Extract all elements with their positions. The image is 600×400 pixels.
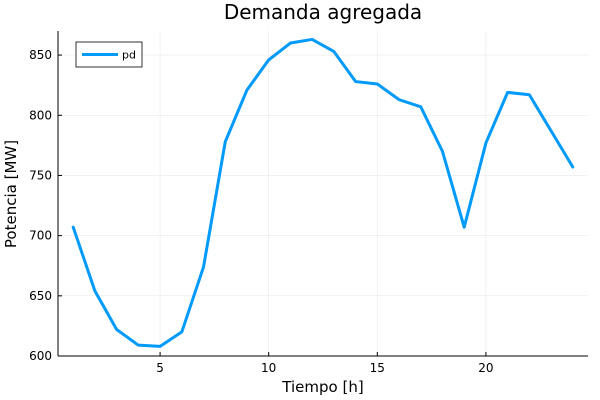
y-tick-label: 850 (29, 48, 52, 62)
y-tick-label: 800 (29, 108, 52, 122)
x-tick-label: 20 (478, 361, 493, 375)
y-tick-label: 650 (29, 289, 52, 303)
y-axis-ticks: 600 650 700 750 800 850 (29, 48, 62, 363)
y-tick-label: 750 (29, 168, 52, 182)
axes-frame (57, 31, 588, 357)
x-tick-label: 15 (370, 361, 385, 375)
grid (58, 31, 588, 357)
x-axis-ticks: 5 10 15 20 (156, 352, 494, 375)
x-tick-label: 5 (156, 361, 164, 375)
series-layer (71, 37, 575, 348)
chart-title: Demanda agregada (224, 0, 422, 24)
y-axis-title: Potencia [MW] (2, 140, 20, 248)
legend: pd (75, 41, 143, 68)
y-tick-label: 600 (29, 349, 52, 363)
y-tick-label: 700 (29, 229, 52, 243)
legend-label: pd (122, 49, 136, 62)
x-axis-title: Tiempo [h] (281, 378, 363, 396)
series-line-pd (71, 37, 575, 348)
x-tick-label: 10 (261, 361, 276, 375)
